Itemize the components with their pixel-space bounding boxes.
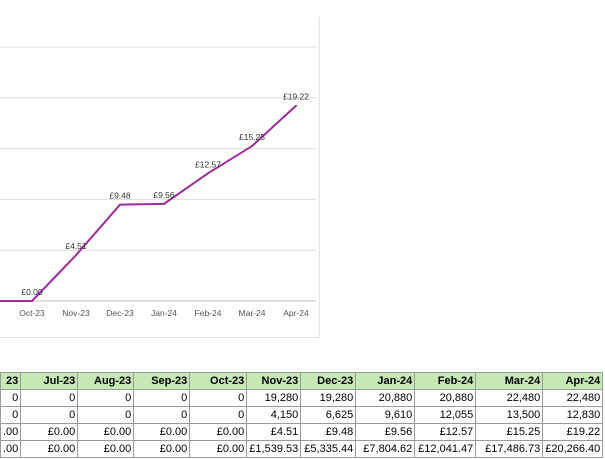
x-tick-label: Nov-23	[62, 308, 90, 318]
table-cell: 0	[77, 389, 135, 407]
x-tick-label: Oct-23	[19, 308, 45, 318]
table-cell: 22,480	[542, 389, 604, 407]
data-point	[119, 203, 121, 206]
line-chart: 3Oct-23Nov-23Dec-23Jan-24Feb-24Mar-24Apr…	[0, 46, 316, 318]
data-point	[295, 104, 297, 107]
table-cell: .00	[0, 440, 22, 458]
data-label: £9.48	[109, 191, 131, 201]
table-cell: £5,335.44	[300, 440, 357, 458]
column-header: Apr-24	[542, 372, 604, 390]
table-cell: 0	[189, 406, 248, 424]
column-header: Oct-23	[189, 372, 248, 390]
table-cell: 13,500	[475, 406, 544, 424]
table-row: 0 0 0 0 0 19,280 19,280 20,880 20,880 22,480 22,48…	[0, 389, 604, 407]
column-header: Jul-23	[20, 372, 79, 390]
table-cell: 6,625	[300, 406, 357, 424]
table-cell: 20,880	[355, 389, 416, 407]
column-header: Nov-23	[246, 372, 302, 390]
data-label: £19.22	[283, 92, 309, 102]
table-cell: £0.00	[189, 423, 248, 441]
column-header: 23	[0, 372, 22, 390]
table-cell: 19,280	[246, 389, 302, 407]
table-cell: £9.48	[300, 423, 357, 441]
x-tick-label: Mar-24	[239, 308, 266, 318]
table-cell: 12,055	[414, 406, 477, 424]
data-point	[207, 172, 209, 175]
data-point	[75, 254, 77, 257]
table-cell: £4.51	[246, 423, 302, 441]
table-cell: £0.00	[77, 423, 135, 441]
table-cell: 20,880	[414, 389, 477, 407]
table-cell: £19.22	[542, 423, 604, 441]
data-point	[251, 145, 253, 148]
data-label: £4.51	[65, 241, 87, 251]
table-cell: £0.00	[133, 423, 191, 441]
x-tick-label: Apr-24	[283, 308, 309, 318]
table-cell: 9,610	[355, 406, 416, 424]
table-cell: 0	[133, 406, 191, 424]
table-row: 0 0 0 0 0 4,150 6,625 9,610 12,055 13,500 12,830	[0, 406, 604, 424]
table-cell: £9.56	[355, 423, 416, 441]
table-cell: £0.00	[20, 440, 79, 458]
table-header-row: 23 Jul-23 Aug-23 Sep-23 Oct-23 Nov-23 Dec-23 Ja…	[0, 372, 604, 390]
column-header: Dec-23	[300, 372, 357, 390]
table-cell: £0.00	[189, 440, 248, 458]
data-point	[31, 300, 33, 302]
table-cell: £1,539.53	[246, 440, 302, 458]
x-tick-label: Jan-24	[151, 308, 177, 318]
table-cell: 12,830	[542, 406, 604, 424]
table-cell: 0	[20, 389, 79, 407]
table-cell: £20,266.40	[542, 440, 604, 458]
x-tick-label: Feb-24	[195, 308, 222, 318]
table-cell: £12,041.47	[414, 440, 477, 458]
x-tick-label: Dec-23	[106, 308, 134, 318]
table-cell: .00	[0, 423, 22, 441]
table-cell: 0	[133, 389, 191, 407]
table-cell: 0	[20, 406, 79, 424]
data-point	[163, 202, 165, 205]
table-cell: 0	[189, 389, 248, 407]
table-cell: 4,150	[246, 406, 302, 424]
table-cell: £12.57	[414, 423, 477, 441]
table-cell: 22,480	[475, 389, 544, 407]
data-label: £12.57	[195, 159, 221, 169]
table-cell: £15.25	[475, 423, 544, 441]
data-label: £0.00	[21, 287, 43, 297]
series-line	[0, 104, 297, 302]
table-cell: 0	[77, 406, 135, 424]
table-row: .00 £0.00 £0.00 £0.00 £0.00 £1,539.53 £5,335.4…	[0, 440, 604, 458]
column-header: Sep-23	[133, 372, 191, 390]
column-header: Jan-24	[355, 372, 416, 390]
table-cell: 0	[0, 389, 22, 407]
column-header: Aug-23	[77, 372, 135, 390]
data-label: £9.56	[153, 190, 175, 200]
table-cell: £17,486.73	[475, 440, 544, 458]
table-cell: £0.00	[77, 440, 135, 458]
data-label: £15.25	[239, 132, 265, 142]
data-table: 23 Jul-23 Aug-23 Sep-23 Oct-23 Nov-23 Dec-23 Ja…	[0, 372, 604, 458]
table-cell: 19,280	[300, 389, 357, 407]
table-cell: £0.00	[133, 440, 191, 458]
table-cell: £0.00	[20, 423, 79, 441]
table-cell: £7,804.62	[355, 440, 416, 458]
column-header: Mar-24	[475, 372, 544, 390]
table-row: .00 £0.00 £0.00 £0.00 £0.00 £4.51 £9.48 £9.56 £1…	[0, 423, 604, 441]
table-cell: 0	[0, 406, 22, 424]
column-header: Feb-24	[414, 372, 477, 390]
chart-panel: 3Oct-23Nov-23Dec-23Jan-24Feb-24Mar-24Apr…	[0, 17, 320, 338]
